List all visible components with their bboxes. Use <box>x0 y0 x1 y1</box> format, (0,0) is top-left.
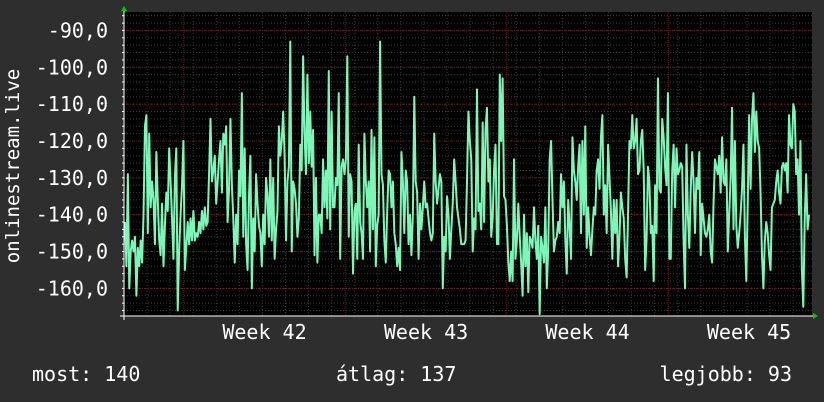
x-tick-label: Week 45 <box>707 320 791 344</box>
y-tick-label: -120,0 <box>36 129 108 153</box>
y-tick-label: -140,0 <box>36 203 108 227</box>
y-axis-ticks: -90,0 -100,0 -110,0 -120,0 -130,0 -140,0 -150,… <box>36 18 108 300</box>
y-tick-label: -130,0 <box>36 166 108 190</box>
x-tick-label: Week 44 <box>545 320 629 344</box>
x-tick-label: Week 42 <box>222 320 306 344</box>
y-tick-label: -100,0 <box>36 55 108 79</box>
axes <box>120 6 818 320</box>
series-layer <box>124 40 810 316</box>
stat-average: átlag: 137 <box>336 362 457 386</box>
stat-best: legjobb: 93 <box>659 362 792 386</box>
y-tick-label: -150,0 <box>36 240 108 264</box>
x-axis-arrow <box>813 313 818 319</box>
stat-current: most: 140 <box>32 362 141 386</box>
y-axis-arrow <box>121 6 127 11</box>
y-tick-label: -160,0 <box>36 276 108 300</box>
y-axis-label: onlinestream.live <box>2 69 24 263</box>
series-line <box>124 40 810 316</box>
x-axis-ticks: Week 42 Week 43 Week 44 Week 45 <box>222 320 791 344</box>
y-tick-label: -110,0 <box>36 92 108 116</box>
y-tick-label: -90,0 <box>48 18 108 42</box>
x-tick-label: Week 43 <box>384 320 468 344</box>
